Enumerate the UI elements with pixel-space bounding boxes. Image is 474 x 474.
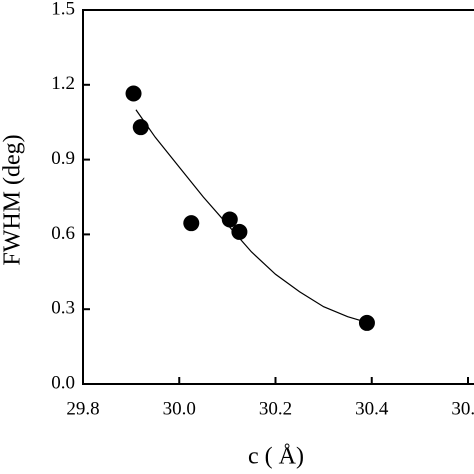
data-point — [132, 119, 149, 136]
y-tick-label: 0.0 — [51, 372, 75, 393]
x-tick-label: 29.8 — [66, 398, 99, 419]
y-axis-label: FWHM (deg) — [0, 134, 26, 265]
y-tick-label: 0.6 — [51, 223, 75, 244]
x-tick-label: 30.0 — [163, 398, 196, 419]
axis-frame — [82, 9, 474, 385]
data-point — [358, 314, 375, 331]
x-axis-label: c ( Å) — [248, 444, 304, 470]
data-point — [231, 223, 248, 240]
y-tick-label: 1.2 — [51, 73, 75, 94]
data-point — [183, 215, 200, 232]
y-tick-label: 0.3 — [51, 298, 75, 319]
fit-curve — [135, 109, 365, 323]
y-tick-label: 0.9 — [51, 148, 75, 169]
x-tick-label: 30.2 — [259, 398, 292, 419]
x-tick-label: 30.4 — [355, 398, 389, 419]
data-point — [221, 211, 238, 228]
x-tick-label: 30.6 — [451, 398, 474, 419]
y-tick-label: 1.5 — [51, 0, 75, 19]
data-point — [125, 85, 142, 102]
